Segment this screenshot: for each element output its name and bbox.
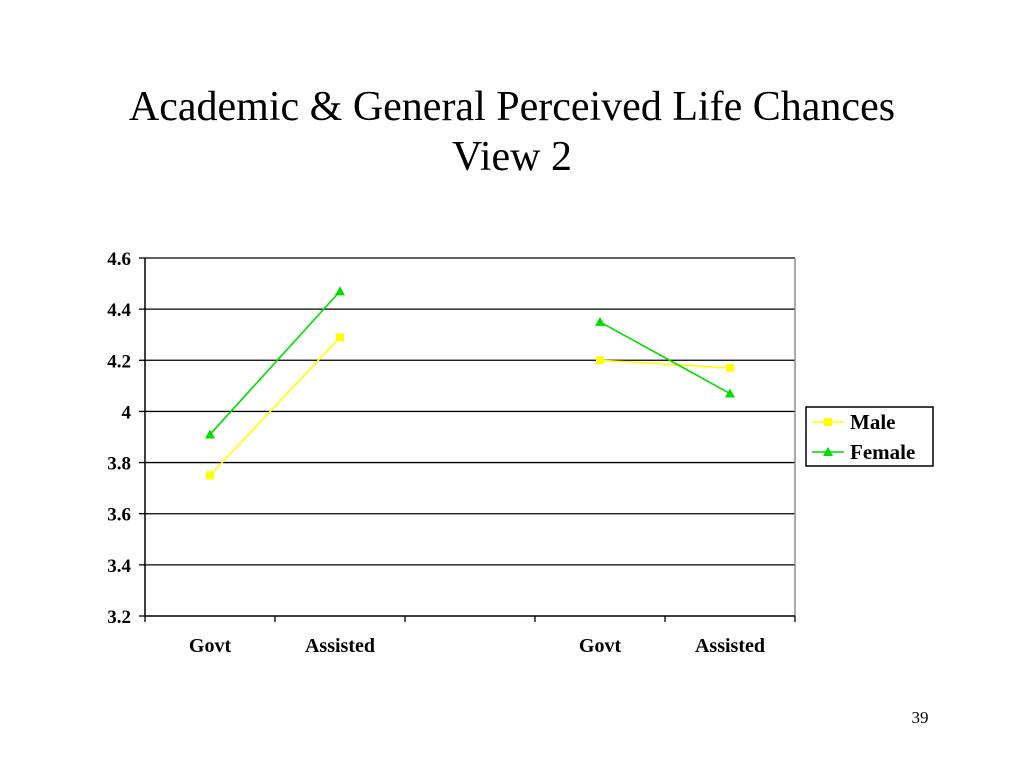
y-tick-label: 3.2 bbox=[107, 607, 131, 628]
x-tick-label: Govt bbox=[189, 635, 232, 657]
series-line-male bbox=[209, 336, 341, 476]
series-line-female bbox=[209, 290, 341, 435]
x-tick-label: Assisted bbox=[305, 635, 375, 657]
data-point-female bbox=[595, 316, 605, 326]
y-tick-label: 4 bbox=[122, 402, 132, 423]
x-tick-label: Assisted bbox=[695, 635, 765, 657]
series-line-male bbox=[599, 359, 731, 369]
x-tick-label: Govt bbox=[579, 635, 622, 657]
legend-label-female: Female bbox=[850, 440, 915, 464]
series-line-female bbox=[599, 321, 731, 395]
y-tick-label: 4.6 bbox=[107, 249, 131, 270]
data-point-male bbox=[596, 356, 604, 365]
y-tick-label: 3.4 bbox=[107, 556, 131, 577]
page-number: 39 bbox=[911, 708, 929, 727]
slide-title-line-2: View 2 bbox=[452, 134, 572, 180]
slide-title-line-1: Academic & General Perceived Life Chance… bbox=[128, 84, 896, 130]
data-point-female bbox=[205, 429, 215, 439]
data-point-male bbox=[206, 471, 214, 480]
legend-marker-female bbox=[823, 447, 833, 456]
gridlines bbox=[145, 257, 795, 566]
data-point-male bbox=[726, 363, 734, 372]
y-tick-label: 3.8 bbox=[107, 454, 131, 475]
axes: 3.2 3.4 3.6 3.8 4 4.2 4.4 4.6 Govt Assisted Govt As… bbox=[107, 249, 796, 657]
legend-box bbox=[805, 406, 934, 467]
y-tick-label: 4.2 bbox=[107, 351, 131, 372]
y-tick-label: 4.4 bbox=[107, 300, 131, 321]
series bbox=[205, 286, 735, 480]
slide-title: Academic & General Perceived Life Chance… bbox=[0, 82, 1024, 182]
data-point-male bbox=[336, 333, 344, 342]
data-point-female bbox=[335, 286, 345, 296]
legend-marker-male bbox=[824, 418, 832, 426]
legend: Male Female bbox=[805, 406, 934, 467]
y-tick-label: 3.6 bbox=[107, 505, 131, 526]
data-point-female bbox=[725, 388, 735, 398]
legend-label-male: Male bbox=[850, 410, 895, 434]
